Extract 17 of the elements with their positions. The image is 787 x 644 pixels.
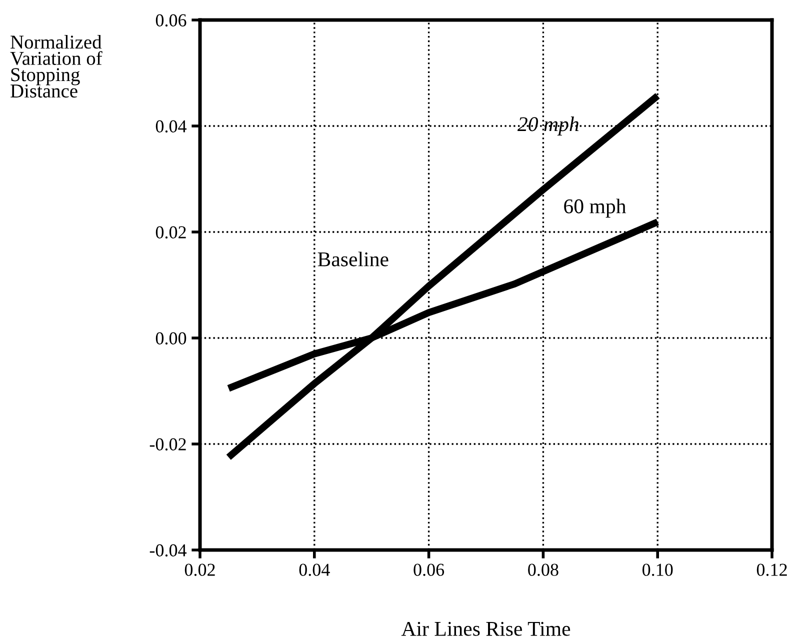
x-tick-label: 0.06 bbox=[414, 564, 444, 576]
y-tick-label: -0.02 bbox=[150, 438, 186, 451]
y-tick-label: 0.04 bbox=[156, 120, 187, 133]
y-tick-label: 0.02 bbox=[156, 226, 186, 239]
annotation: Baseline bbox=[318, 252, 388, 266]
y-tick-label: -0.04 bbox=[150, 544, 187, 557]
x-tick-label: 0.08 bbox=[528, 564, 558, 576]
x-axis-title: Air Lines Rise Time bbox=[401, 622, 570, 636]
y-tick-label: 0.06 bbox=[156, 14, 186, 27]
x-tick-label: 0.10 bbox=[642, 564, 673, 576]
y-tick-label: 0.00 bbox=[156, 332, 186, 345]
series-label: 20 mph bbox=[517, 116, 579, 136]
y-axis-title: Normalized Variation of Stopping Distance bbox=[10, 35, 102, 98]
x-tick-label: 0.04 bbox=[299, 564, 330, 576]
series-label: 60 mph bbox=[564, 198, 626, 218]
x-tick-label: 0.12 bbox=[756, 564, 787, 576]
x-tick-label: 0.02 bbox=[184, 564, 215, 576]
